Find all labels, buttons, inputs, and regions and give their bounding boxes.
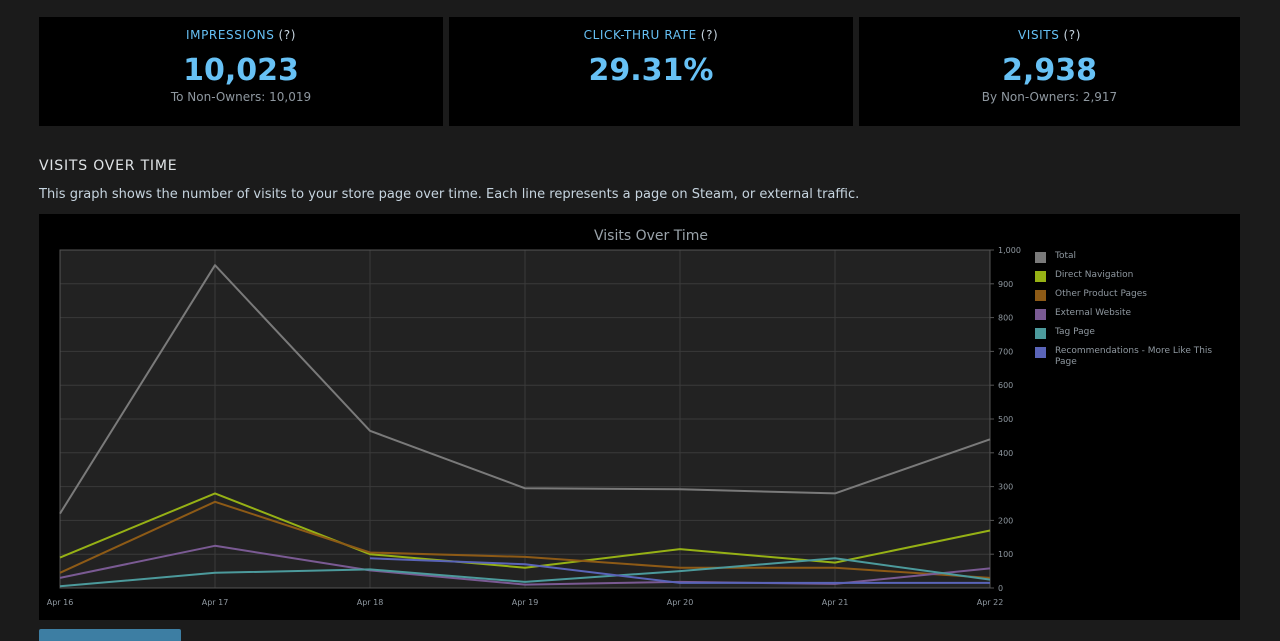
impressions-panel: IMPRESSIONS (?) 10,023 To Non-Owners: 10,…: [39, 17, 443, 126]
bottom-button[interactable]: [39, 629, 181, 641]
visits-help[interactable]: (?): [1063, 28, 1081, 42]
legend-swatch: [1035, 252, 1046, 263]
y-tick-label: 700: [998, 347, 1013, 356]
y-tick-label: 100: [998, 550, 1013, 559]
x-tick-label: Apr 22: [977, 598, 1004, 607]
series-line-external-website: [59, 544, 991, 586]
y-tick-label: 300: [998, 483, 1013, 492]
y-tick-label: 600: [998, 381, 1013, 390]
legend-label: Other Product Pages: [1055, 289, 1147, 299]
impressions-value: 10,023: [183, 53, 299, 88]
chart-svg: Visits Over Time 0 100 200 300 400 500 600 700 8…: [47, 228, 1021, 607]
series-line-tag-page: [59, 557, 991, 588]
legend-label: Tag Page: [1055, 327, 1095, 337]
visits-sub: By Non-Owners: 2,917: [981, 90, 1118, 104]
impressions-label[interactable]: IMPRESSIONS: [185, 28, 275, 42]
series-line-total: [59, 264, 991, 515]
section-title: VISITS OVER TIME: [39, 158, 178, 174]
ctr-help[interactable]: (?): [700, 28, 719, 42]
ctr-label[interactable]: CLICK-THRU RATE: [583, 28, 697, 42]
legend-item[interactable]: Other Product Pages: [1035, 289, 1235, 302]
legend-swatch: [1035, 271, 1046, 282]
legend-item[interactable]: Recommendations - More Like This Page: [1035, 346, 1235, 368]
visits-chart: Visits Over Time 0 100 200 300 400 500 600 700 8…: [39, 214, 1240, 620]
y-tick-label: 1,000: [998, 246, 1021, 255]
legend-label: External Website: [1055, 308, 1132, 318]
plot-border: [59, 249, 991, 589]
x-tick-label: Apr 16: [47, 598, 74, 607]
visits-panel: VISITS (?) 2,938 By Non-Owners: 2,917: [859, 17, 1240, 126]
legend-swatch: [1035, 309, 1046, 320]
y-tick-label: 200: [998, 516, 1013, 525]
legend-swatch: [1035, 347, 1046, 358]
y-tick-label: 800: [998, 314, 1013, 323]
y-tick-label: 900: [998, 280, 1013, 289]
chart-legend: Total Direct Navigation Other Product Page…: [1035, 251, 1235, 374]
y-tick-label: 400: [998, 449, 1013, 458]
chart-title: Visits Over Time: [594, 228, 708, 244]
impressions-sub: To Non-Owners: 10,019: [170, 90, 312, 104]
legend-label: Direct Navigation: [1055, 270, 1134, 280]
y-tick-label: 0: [998, 584, 1003, 593]
legend-item[interactable]: Tag Page: [1035, 327, 1235, 340]
ctr-panel: CLICK-THRU RATE (?) 29.31%: [449, 17, 853, 126]
ctr-value: 29.31%: [588, 53, 714, 88]
y-tick-label: 500: [998, 415, 1013, 424]
legend-label: Recommendations - More Like This Page: [1055, 346, 1213, 367]
legend-label: Total: [1055, 251, 1077, 261]
legend-item[interactable]: External Website: [1035, 308, 1235, 321]
visits-label[interactable]: VISITS: [1018, 28, 1060, 42]
section-description: This graph shows the number of visits to…: [39, 187, 860, 202]
x-tick-label: Apr 17: [202, 598, 229, 607]
x-tick-label: Apr 21: [822, 598, 849, 607]
stats-row: IMPRESSIONS (?) 10,023 To Non-Owners: 10,…: [39, 17, 1240, 126]
legend-item[interactable]: Direct Navigation: [1035, 270, 1235, 283]
x-tick-label: Apr 18: [357, 598, 384, 607]
series-line-direct-navigation: [59, 492, 991, 569]
series-line-recommendations-more-like-this-page: [369, 557, 990, 584]
series-line-other-product-pages: [59, 500, 991, 579]
x-tick-label: Apr 20: [667, 598, 694, 607]
impressions-help[interactable]: (?): [278, 28, 296, 42]
x-tick-label: Apr 19: [512, 598, 539, 607]
visits-value: 2,938: [1002, 53, 1097, 88]
legend-item[interactable]: Total: [1035, 251, 1235, 264]
legend-swatch: [1035, 328, 1046, 339]
legend-swatch: [1035, 290, 1046, 301]
